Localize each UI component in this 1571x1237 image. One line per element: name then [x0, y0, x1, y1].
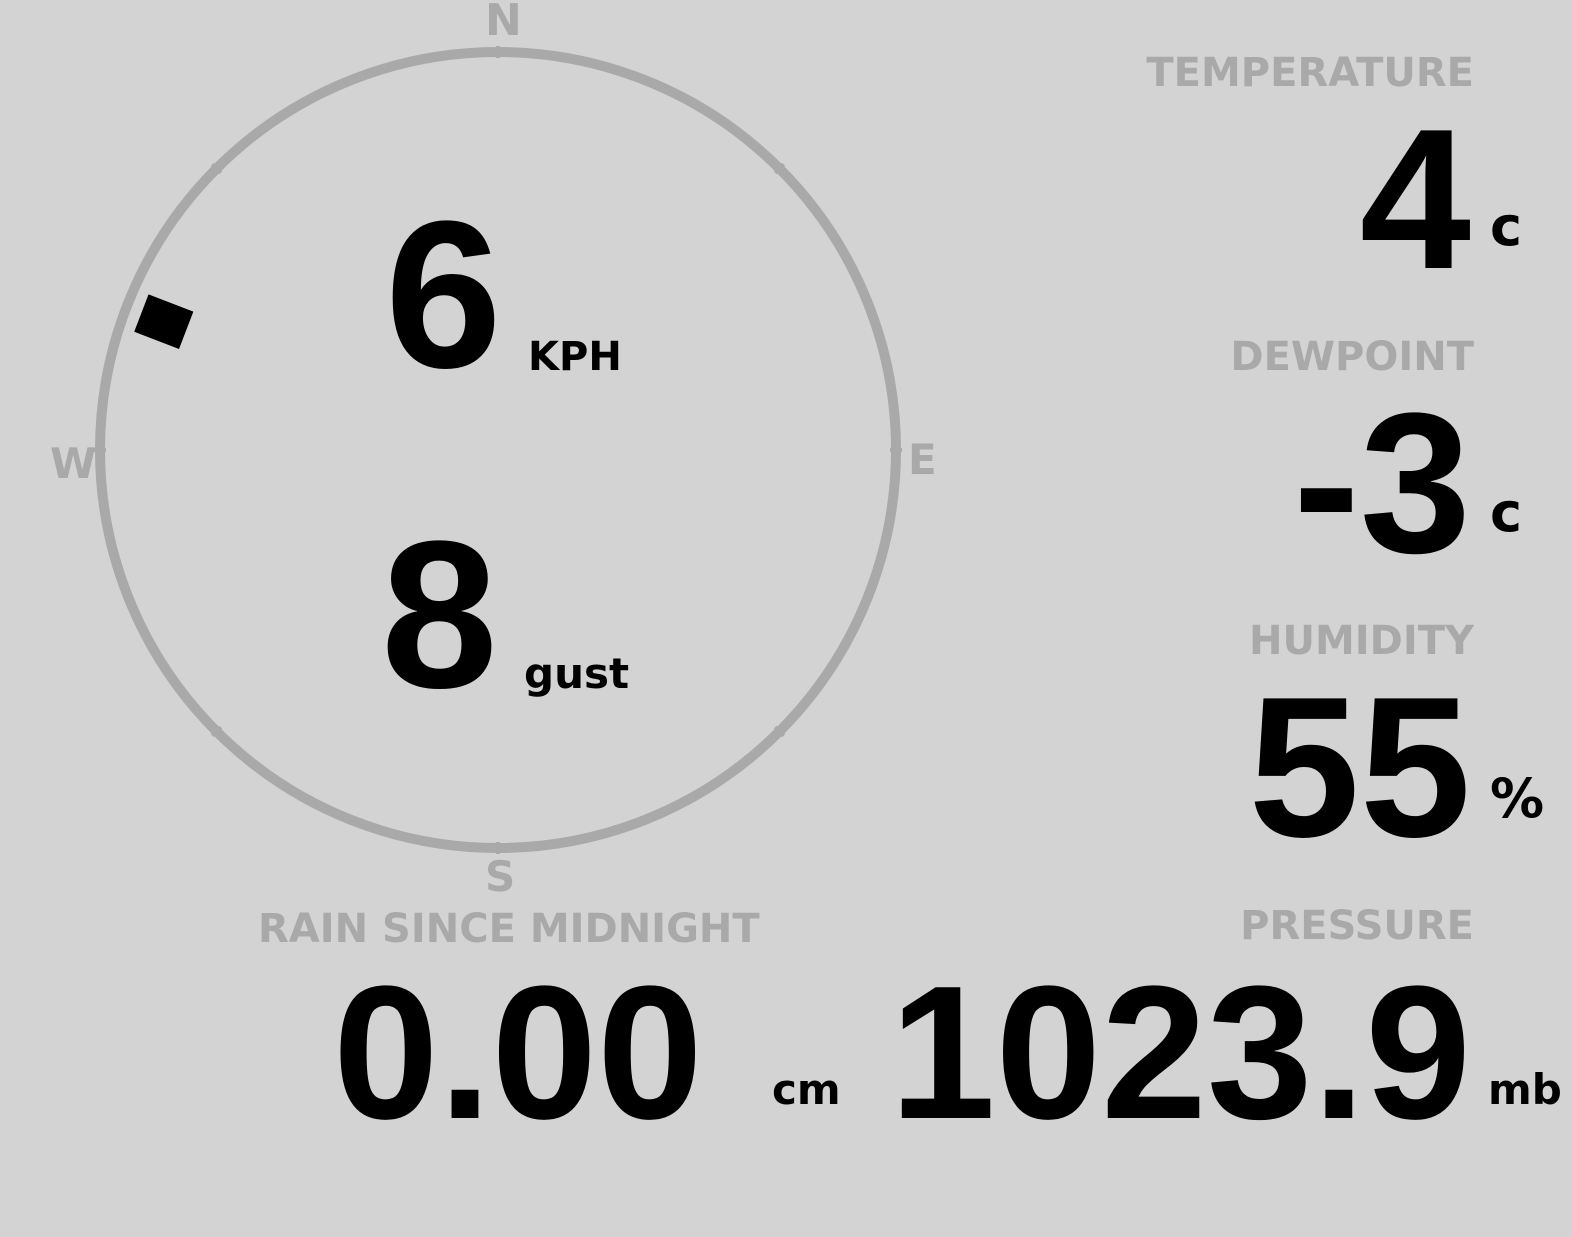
compass-e: E	[908, 435, 937, 484]
dewpoint-label: DEWPOINT	[1230, 334, 1474, 380]
pressure-value: 1023.9	[889, 947, 1471, 1159]
rain-value: 0.00	[333, 947, 703, 1159]
pressure-label: PRESSURE	[1240, 903, 1474, 949]
rain-unit: cm	[772, 1065, 841, 1114]
pressure-unit: mb	[1488, 1065, 1562, 1114]
wind-speed-unit: KPH	[528, 334, 622, 380]
compass-ticks	[94, 46, 902, 854]
dewpoint-unit: c	[1490, 481, 1523, 544]
wind-gust-value: 8	[381, 497, 498, 732]
wind-direction-pointer	[134, 294, 194, 349]
rain-label: RAIN SINCE MIDNIGHT	[258, 906, 760, 952]
compass-tick	[773, 725, 786, 738]
wind-speed-value: 6	[385, 177, 502, 412]
wind-gust-unit: gust	[524, 649, 630, 698]
humidity-unit: %	[1490, 767, 1545, 830]
compass-tick	[773, 162, 786, 175]
wind-compass	[94, 46, 902, 854]
humidity-label: HUMIDITY	[1249, 618, 1474, 664]
compass-s: S	[485, 852, 516, 901]
dewpoint-value: -3	[1293, 372, 1471, 595]
compass-w: W	[50, 439, 97, 488]
compass-tick	[210, 725, 223, 738]
temperature-unit: c	[1490, 195, 1523, 258]
humidity-value: 55	[1248, 656, 1471, 879]
temperature-value: 4	[1359, 88, 1471, 311]
temperature-label: TEMPERATURE	[1146, 50, 1474, 96]
compass-n: N	[485, 0, 522, 46]
compass-tick	[210, 162, 223, 175]
